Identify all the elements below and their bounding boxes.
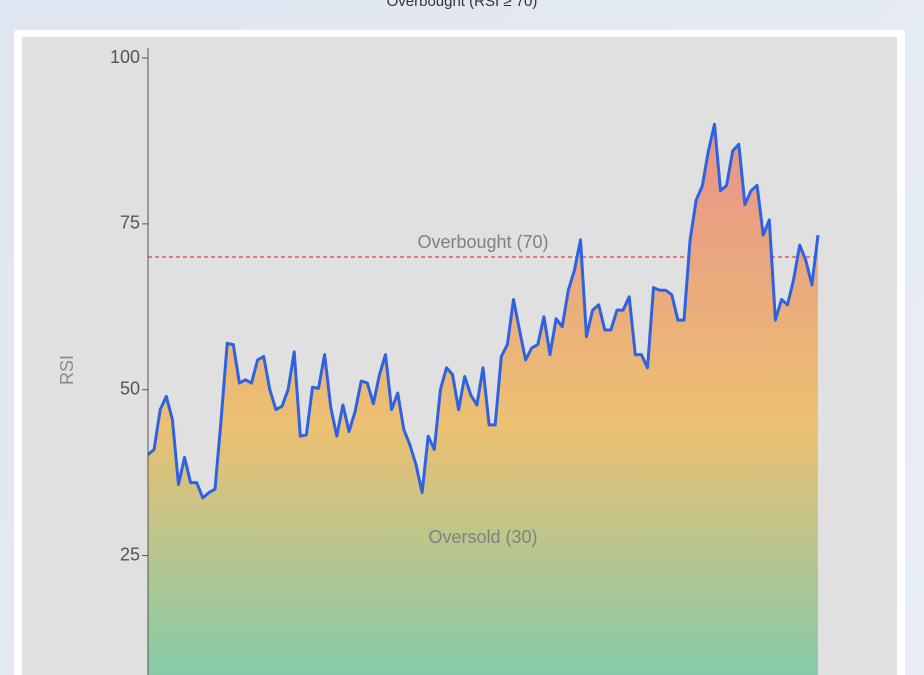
reference-label: Overbought (70) <box>417 232 548 252</box>
y-tick-label: 50 <box>120 378 140 398</box>
y-tick-label: 25 <box>120 544 140 564</box>
y-tick-label: 75 <box>120 213 140 233</box>
line <box>147 122 820 500</box>
chart-title: Overbought (RSI ≥ 70) <box>387 0 538 10</box>
y-tick-label: 100 <box>110 47 140 67</box>
reference-label: Oversold (30) <box>428 527 537 547</box>
area <box>148 124 818 675</box>
y-axis-label: RSI <box>57 355 77 385</box>
